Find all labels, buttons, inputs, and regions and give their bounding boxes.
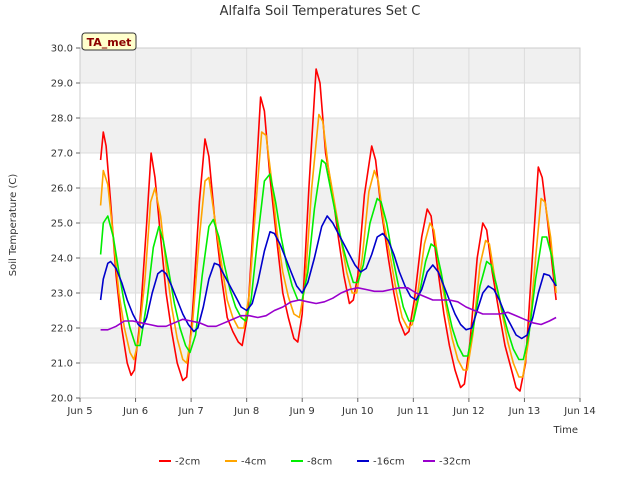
x-axis-label: Time xyxy=(553,425,578,436)
series-line-32cm xyxy=(100,287,557,331)
y-tick-label: 20.0 xyxy=(51,394,73,405)
plot-band xyxy=(80,48,580,83)
plot-band xyxy=(80,83,580,118)
x-tick-label: Jun 5 xyxy=(66,406,92,417)
y-axis: 20.0 21.0 22.0 23.0 24.0 25.0 26.0 27.0 28.0 29.0… xyxy=(51,44,80,405)
plot-background xyxy=(80,48,580,398)
legend: -2cm -4cm -8cm -16cm -32cm xyxy=(159,457,471,468)
badge-label: TA_met xyxy=(87,36,132,49)
x-tick-label: Jun 6 xyxy=(122,406,148,417)
y-tick-label: 29.0 xyxy=(51,79,73,90)
y-tick-label: 24.0 xyxy=(51,254,73,265)
plot-band xyxy=(80,258,580,293)
x-tick-label: Jun 10 xyxy=(341,406,374,417)
series-lines xyxy=(99,68,557,392)
legend-label: -4cm xyxy=(241,457,266,468)
y-tick-label: 21.0 xyxy=(51,359,73,370)
x-tick-label: Jun 9 xyxy=(289,406,315,417)
y-tick-label: 30.0 xyxy=(51,44,73,55)
legend-label: -2cm xyxy=(175,457,200,468)
series-line-16cm xyxy=(99,215,557,340)
badge: TA_met xyxy=(81,32,137,51)
y-tick-label: 23.0 xyxy=(51,289,73,300)
plot-band xyxy=(80,328,580,363)
legend-label: -32cm xyxy=(439,457,471,468)
series-line-8cm xyxy=(99,159,557,361)
x-tick-label: Jun 13 xyxy=(508,406,541,417)
x-tick-label: Jun 7 xyxy=(178,406,204,417)
y-tick-label: 22.0 xyxy=(51,324,73,335)
legend-label: -8cm xyxy=(307,457,332,468)
x-tick-label: Jun 14 xyxy=(563,406,596,417)
x-tick-label: Jun 12 xyxy=(452,406,485,417)
x-tick-label: Jun 8 xyxy=(233,406,259,417)
y-tick-label: 26.0 xyxy=(51,184,73,195)
plot-band xyxy=(80,118,580,153)
legend-label: -16cm xyxy=(373,457,405,468)
x-tick-label: Jun 11 xyxy=(397,406,430,417)
y-axis-label: Soil Temperature (C) xyxy=(8,174,19,277)
plot-band xyxy=(80,363,580,398)
badge-box xyxy=(81,32,137,51)
series-line-2cm xyxy=(99,68,557,392)
plot-band xyxy=(80,188,580,223)
series-line-4cm xyxy=(99,113,557,378)
x-axis: Jun 5 Jun 6 Jun 7 Jun 8 Jun 9 Jun 10 Jun 11 Jun… xyxy=(66,398,596,417)
y-tick-label: 28.0 xyxy=(51,114,73,125)
y-tick-label: 27.0 xyxy=(51,149,73,160)
y-tick-label: 25.0 xyxy=(51,219,73,230)
chart-title: Alfalfa Soil Temperatures Set C xyxy=(220,4,421,19)
